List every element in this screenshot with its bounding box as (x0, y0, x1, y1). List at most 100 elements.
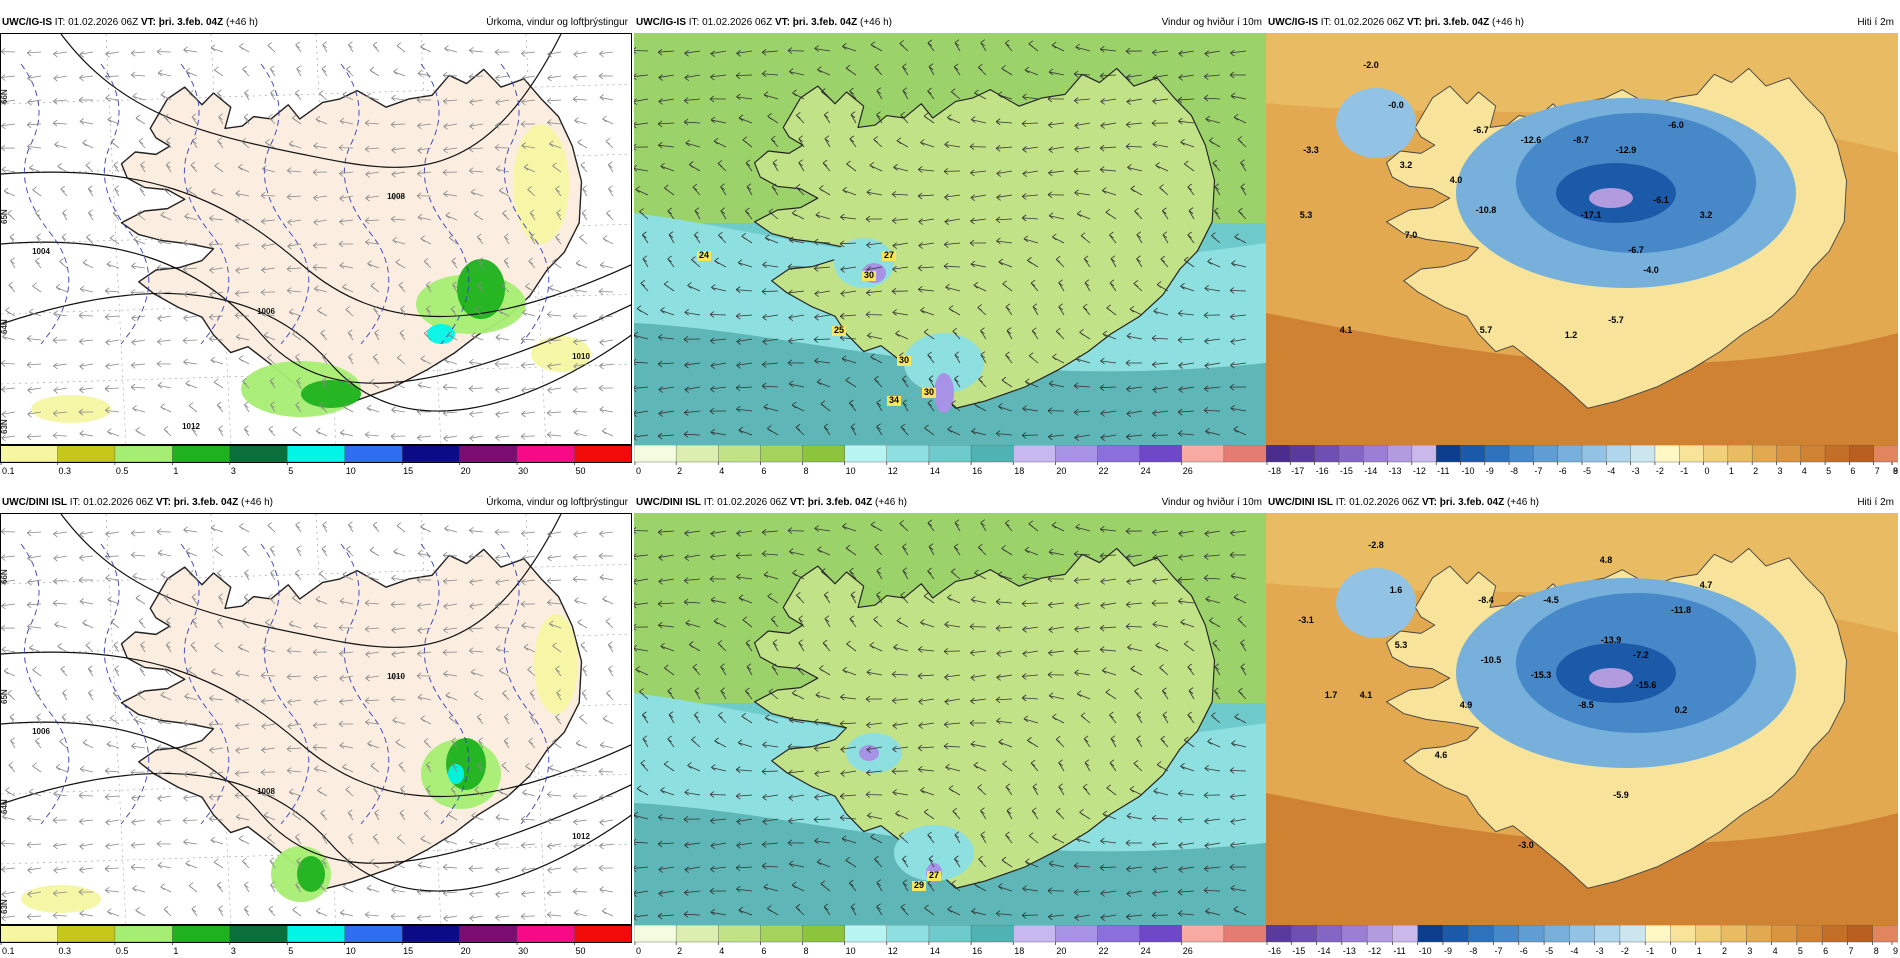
colorbar-swatch (1315, 445, 1340, 462)
colorbar-tick-label: 0 (1671, 946, 1676, 956)
colorbar-swatch (1140, 445, 1183, 462)
map-value-label: -5.7 (1608, 315, 1624, 325)
colorbar-swatch (172, 445, 230, 462)
colorbar-tick-label: 14 (930, 466, 940, 476)
panel-title: Hiti í 2m (1857, 493, 1894, 513)
colorbar-tick-label: 20 (1056, 946, 1066, 956)
it-value: 01.02.2026 06Z (1334, 17, 1404, 28)
map-svg: -2.0-0.0-3.33.25.37.0-6.74.0-12.6-8.7-12… (1266, 33, 1898, 445)
map-value-label: 25 (834, 325, 844, 335)
colorbar-tick-label: 30 (518, 946, 528, 956)
panel-header: UWC/DINI ISL IT: 01.02.2026 06Z VT: þri.… (634, 493, 1266, 513)
colorbar-tick-label: 7 (1848, 946, 1853, 956)
colorbar-swatch (1847, 925, 1873, 942)
colorbar-tick-label: 20 (461, 466, 471, 476)
map-value-label: -17.1 (1581, 210, 1602, 220)
colorbar-swatch (1822, 925, 1848, 942)
colorbar-tick-label: 6 (761, 466, 766, 476)
colorbar-swatch (517, 445, 575, 462)
map-value-label: 24 (699, 250, 709, 260)
colorbar-tick-label: 14 (930, 946, 940, 956)
vt-value: þri. 3.feb. 04Z (808, 497, 872, 508)
colorbar-swatch (115, 445, 173, 462)
colorbar-swatch (929, 925, 972, 942)
colorbar-tick-label: -12 (1368, 946, 1381, 956)
panel-title: Úrkoma, vindur og loftþrýstingur (486, 493, 628, 513)
colorbar-swatch (0, 445, 58, 462)
latitude-label: 66N (1, 89, 9, 104)
colorbar-swatch (887, 925, 930, 942)
colorbar-swatch (1290, 445, 1315, 462)
it-label: IT: (1336, 497, 1347, 508)
colorbar-tick-label: 0 (636, 466, 641, 476)
model-name: UWC/IG-IS (1268, 17, 1318, 28)
colorbar-swatch (1055, 925, 1098, 942)
colorbar-tick-label: 20 (1056, 466, 1066, 476)
colorbar-swatch (1776, 445, 1801, 462)
colorbar-tick-label: 0.3 (58, 946, 71, 956)
colorbar-tick-label: -4 (1607, 466, 1615, 476)
colorbar-swatch (402, 925, 460, 942)
colorbar-tick-label: -6 (1520, 946, 1528, 956)
panel-header: UWC/IG-IS IT: 01.02.2026 06Z VT: þri. 3.… (634, 13, 1266, 33)
colorbar-swatch (845, 925, 888, 942)
colorbar-swatch (1797, 925, 1823, 942)
colorbar-swatch (1460, 445, 1485, 462)
isobar-label: 1012 (572, 832, 590, 841)
model-name: UWC/IG-IS (636, 17, 686, 28)
latitude-label: 64N (1, 319, 9, 334)
colorbar-tick-label: 1 (1697, 946, 1702, 956)
map-value-label: -8.4 (1478, 595, 1494, 605)
colorbar-swatch (1182, 445, 1225, 462)
colorbar-swatch (1494, 925, 1520, 942)
colorbar-swatch (460, 925, 518, 942)
map-value-label: -4.0 (1643, 265, 1659, 275)
colorbar-tick-label: 10 (846, 946, 856, 956)
colorbar-tick-label: 24 (1141, 466, 1151, 476)
map-value-label: -11.8 (1671, 605, 1691, 615)
model-name: UWC/DINI ISL (636, 497, 701, 508)
colorbar-swatch (0, 925, 58, 942)
colorbar-swatch (1392, 925, 1418, 942)
vt-value: þri. 3.feb. 04Z (174, 497, 238, 508)
colorbar-swatch (1013, 925, 1056, 942)
map-value-label: -13.9 (1601, 635, 1622, 645)
it-value: 01.02.2026 06Z (68, 17, 138, 28)
colorbar-swatch (57, 445, 115, 462)
colorbar-tick-label: 0.5 (116, 466, 129, 476)
colorbar-tick-label: -15 (1292, 946, 1305, 956)
colorbar-tick-label: -9 (1444, 946, 1452, 956)
colorbar-swatch (1544, 925, 1570, 942)
colorbar-swatches (634, 925, 1266, 942)
colorbar-swatch (230, 925, 288, 942)
panel-wind-dini: UWC/DINI ISL IT: 01.02.2026 06Z VT: þri.… (634, 493, 1266, 958)
map-value-label: 29 (914, 880, 924, 890)
colorbar-swatch (172, 925, 230, 942)
vt-value: þri. 3.feb. 04Z (1440, 497, 1504, 508)
map-value-label: 27 (884, 250, 894, 260)
colorbar-tick-label: 8 (804, 466, 809, 476)
colorbar-tick-label: 2 (1753, 466, 1758, 476)
map-value-label: 4.8 (1600, 555, 1613, 565)
lead-time: (+46 h) (860, 17, 892, 28)
vt-label: VT: (156, 497, 171, 508)
map-value-label: -6.0 (1668, 120, 1684, 130)
colorbar-tick-label: -5 (1545, 946, 1553, 956)
it-value: 01.02.2026 06Z (702, 17, 772, 28)
colorbar-tick-label: -9 (1486, 466, 1494, 476)
colorbar-swatch (1367, 925, 1393, 942)
colorbar-swatch (1772, 925, 1798, 942)
colorbar-swatch (460, 445, 518, 462)
colorbar-swatch (1752, 445, 1777, 462)
colorbar-tick-label: -5 (1583, 466, 1591, 476)
colorbar-swatch (1728, 445, 1753, 462)
colorbar-swatch (1801, 445, 1826, 462)
colorbar-tick-label: 15 (403, 946, 413, 956)
map-value-label: -2.0 (1363, 60, 1379, 70)
colorbar-swatch (1670, 925, 1696, 942)
colorbar-tick-label: -3 (1596, 946, 1604, 956)
colorbar-swatch (1595, 925, 1621, 942)
